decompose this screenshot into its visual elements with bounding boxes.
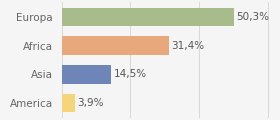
Text: 50,3%: 50,3% bbox=[236, 12, 269, 22]
Text: 31,4%: 31,4% bbox=[171, 41, 205, 51]
Bar bbox=[62, 8, 234, 26]
Bar bbox=[62, 94, 75, 112]
Text: 3,9%: 3,9% bbox=[77, 98, 104, 108]
Bar bbox=[62, 36, 169, 55]
Text: 14,5%: 14,5% bbox=[113, 69, 146, 79]
Bar bbox=[62, 65, 111, 84]
